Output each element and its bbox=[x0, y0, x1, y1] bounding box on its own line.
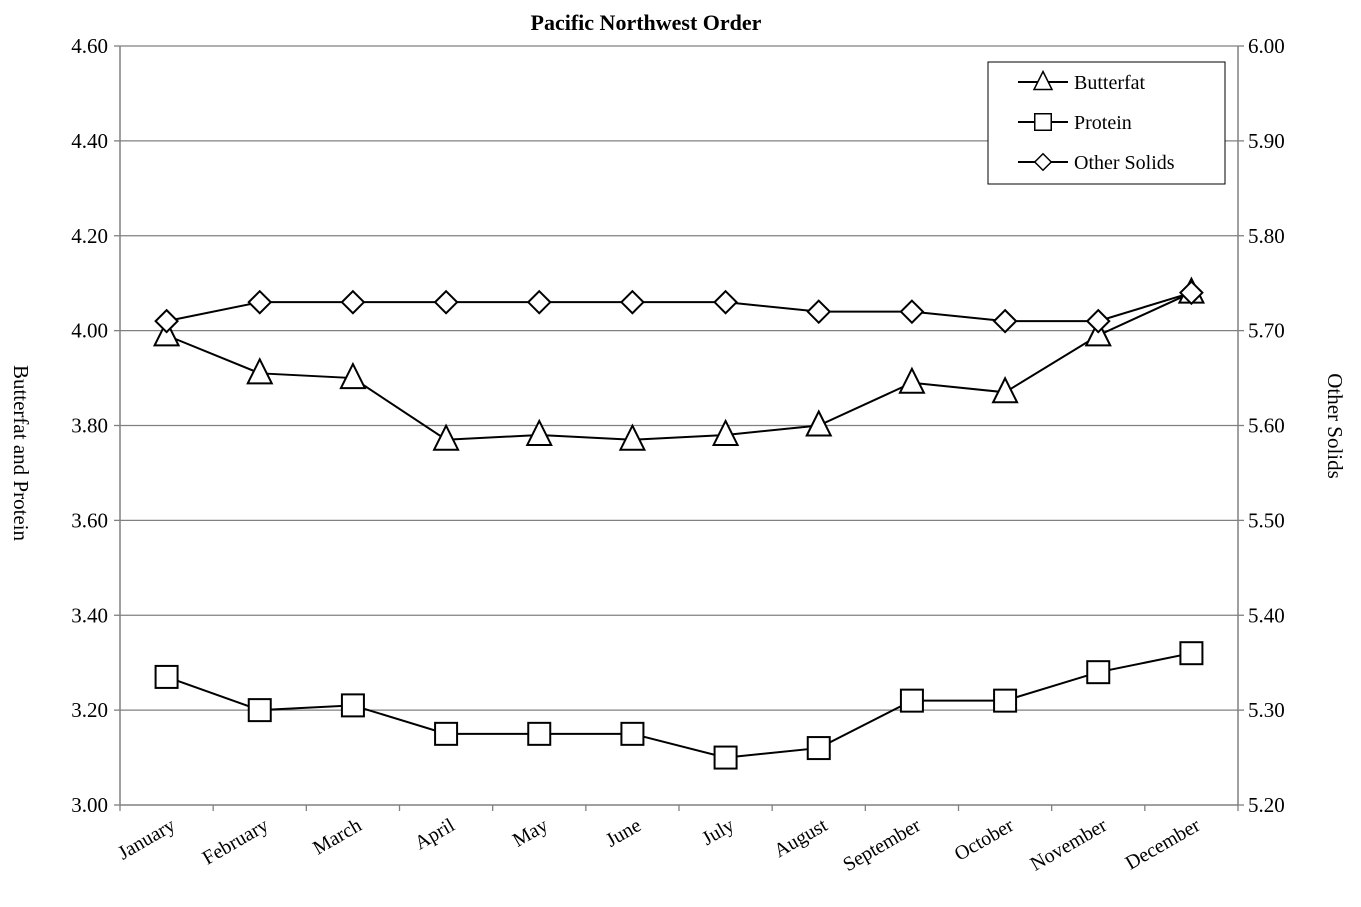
data-point bbox=[1179, 641, 1204, 666]
series-other-solids bbox=[154, 280, 1204, 334]
data-point bbox=[992, 308, 1018, 334]
data-point bbox=[526, 289, 552, 315]
data-point bbox=[1085, 308, 1111, 334]
x-tick-label: February bbox=[199, 814, 273, 869]
x-tick-label: July bbox=[698, 814, 738, 850]
left-tick-label: 4.00 bbox=[71, 319, 108, 343]
series-line bbox=[166, 291, 1192, 323]
left-tick-label: 3.20 bbox=[71, 698, 108, 722]
legend-marker bbox=[1033, 152, 1053, 172]
x-tick-label: January bbox=[114, 814, 179, 864]
data-point bbox=[711, 418, 740, 446]
right-axis-label: Other Solids bbox=[1323, 373, 1347, 479]
data-point bbox=[898, 366, 926, 394]
data-point bbox=[620, 289, 645, 315]
gridlines bbox=[120, 45, 1238, 711]
legend-label: Other Solids bbox=[1074, 152, 1175, 174]
right-tick-label: 5.70 bbox=[1248, 319, 1285, 343]
right-tick-label: 5.90 bbox=[1248, 129, 1285, 153]
data-point bbox=[154, 308, 179, 334]
right-tick-label: 5.20 bbox=[1248, 793, 1285, 817]
series-line bbox=[166, 291, 1192, 441]
left-tick-label: 3.40 bbox=[71, 603, 108, 627]
left-tick-label: 3.60 bbox=[71, 508, 108, 532]
data-point bbox=[434, 721, 459, 746]
data-point bbox=[713, 745, 738, 770]
series-butterfat bbox=[152, 276, 1206, 451]
data-point bbox=[1086, 660, 1111, 685]
data-point bbox=[993, 688, 1018, 713]
left-tick-label: 4.20 bbox=[71, 224, 108, 248]
legend-marker bbox=[1032, 69, 1054, 91]
data-point bbox=[525, 418, 553, 446]
x-tick-label: September bbox=[839, 814, 924, 876]
x-tick-label: June bbox=[602, 814, 645, 851]
left-tick-label: 3.80 bbox=[71, 414, 108, 438]
left-tick-label: 3.00 bbox=[71, 793, 108, 817]
legend-marker bbox=[1034, 113, 1052, 131]
left-tick-label: 4.40 bbox=[71, 129, 108, 153]
x-tick-label: November bbox=[1027, 814, 1111, 875]
data-point bbox=[1179, 280, 1204, 306]
x-axis-ticks: January February March April May June July Augu… bbox=[114, 805, 1239, 876]
data-point bbox=[618, 423, 647, 451]
data-point bbox=[899, 688, 924, 713]
right-tick-label: 5.50 bbox=[1248, 508, 1285, 532]
data-point bbox=[899, 299, 925, 325]
data-point bbox=[620, 721, 645, 746]
right-axis-ticks: 5.20 5.30 5.40 5.50 5.60 5.70 5.80 5.90 6.00 bbox=[1238, 34, 1285, 817]
data-point bbox=[247, 289, 273, 315]
x-tick-label: December bbox=[1122, 814, 1204, 874]
right-tick-label: 5.60 bbox=[1248, 414, 1285, 438]
data-point bbox=[247, 698, 272, 723]
x-tick-label: May bbox=[509, 814, 552, 851]
data-point bbox=[805, 409, 833, 437]
data-point bbox=[340, 693, 365, 718]
data-point bbox=[527, 721, 552, 746]
data-point bbox=[154, 664, 179, 689]
legend-label: Protein bbox=[1074, 112, 1132, 134]
chart-title: Pacific Northwest Order bbox=[531, 10, 762, 35]
left-tick-label: 4.60 bbox=[71, 34, 108, 58]
series-group bbox=[152, 276, 1206, 770]
right-tick-label: 5.30 bbox=[1248, 698, 1285, 722]
data-point bbox=[991, 376, 1019, 404]
left-axis-label: Butterfat and Protein bbox=[9, 365, 33, 542]
data-point bbox=[806, 299, 832, 325]
data-point bbox=[806, 736, 831, 761]
series-protein bbox=[154, 641, 1204, 770]
data-point bbox=[340, 289, 366, 315]
x-tick-label: March bbox=[309, 814, 365, 859]
x-tick-label: August bbox=[770, 814, 831, 862]
data-point bbox=[432, 423, 460, 451]
right-tick-label: 5.80 bbox=[1248, 224, 1285, 248]
x-tick-label: October bbox=[951, 814, 1018, 865]
data-point bbox=[246, 357, 274, 385]
left-axis-ticks: 3.00 3.20 3.40 3.60 3.80 4.00 4.20 4.40 4.60 bbox=[71, 34, 120, 817]
data-point bbox=[433, 289, 459, 315]
data-point bbox=[339, 361, 367, 390]
right-tick-label: 5.40 bbox=[1248, 603, 1285, 627]
x-tick-label: April bbox=[411, 814, 459, 854]
series-line bbox=[166, 652, 1192, 759]
legend: Butterfat Protein Other Solids bbox=[987, 61, 1226, 185]
data-point bbox=[713, 289, 738, 315]
right-tick-label: 6.00 bbox=[1248, 34, 1285, 58]
legend-label: Butterfat bbox=[1074, 72, 1146, 94]
